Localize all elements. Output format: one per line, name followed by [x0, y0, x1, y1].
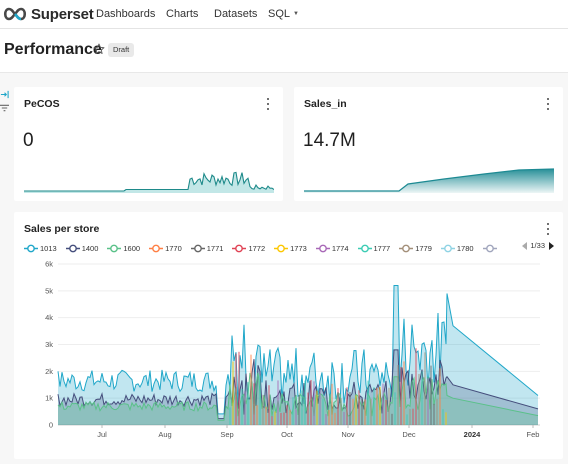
dashboard-title[interactable]: Performance [4, 41, 102, 58]
legend-label: 1780 [456, 243, 474, 253]
legend-marker-icon [440, 244, 455, 252]
x-tick-label: Feb [527, 430, 540, 439]
legend-marker-icon [357, 244, 372, 252]
legend-prev-icon[interactable] [522, 241, 528, 250]
legend-item[interactable]: 1771 [190, 243, 224, 253]
legend-page-label: 1/33 [530, 241, 545, 250]
legend-marker-icon [149, 244, 164, 252]
series-1400-area [58, 349, 538, 425]
card-title: Sales per store [24, 223, 100, 235]
x-tick-label: Nov [341, 430, 355, 439]
more-options-icon[interactable] [545, 223, 551, 235]
filter-icon[interactable] [0, 104, 9, 112]
x-tick-label: Sep [220, 430, 233, 439]
legend-item[interactable]: 1013 [24, 244, 57, 253]
sales-in-card: Sales_in 14.7M [294, 87, 563, 201]
legend-label: 1770 [165, 243, 182, 253]
legend-item[interactable]: 1774 [315, 243, 349, 253]
brand-name: Superset [31, 5, 94, 23]
top-navbar: Superset Dashboards Charts Datasets SQL ▼ [0, 0, 568, 29]
legend-label: 1773 [290, 243, 307, 253]
legend-marker-icon [24, 244, 38, 252]
card-title: Sales_in [304, 98, 347, 110]
dashboard-header: Performance Draft [0, 29, 568, 73]
legend-marker-icon [315, 244, 330, 252]
star-icon[interactable] [93, 43, 105, 55]
y-tick-label: 5k [45, 286, 53, 295]
superset-logo-icon [3, 7, 27, 21]
nav-charts[interactable]: Charts [166, 8, 199, 20]
big-number: 0 [23, 130, 34, 151]
y-tick-label: 0 [49, 421, 53, 430]
nav-sql[interactable]: SQL ▼ [268, 8, 299, 20]
nav-dashboards[interactable]: Dashboards [96, 8, 156, 20]
series-1013-area [58, 285, 538, 425]
status-badge[interactable]: Draft [108, 43, 135, 57]
superset-logo[interactable]: Superset [3, 5, 94, 23]
pecos-card: PeCOS 0 [14, 87, 283, 201]
more-options-icon[interactable] [545, 98, 551, 110]
legend-label: 1013 [40, 243, 57, 253]
y-tick-label: 6k [45, 260, 53, 269]
series-1400-line [57, 349, 539, 420]
sales-per-store-card: Sales per store [14, 212, 563, 459]
legend-item[interactable]: 1779 [399, 244, 432, 253]
legend-marker-icon [65, 244, 80, 252]
legend-marker-icon [190, 244, 205, 252]
legend-label: 1771 [206, 243, 224, 253]
nav-sql-label: SQL [268, 8, 291, 20]
legend-label: 1774 [331, 243, 349, 253]
legend-item[interactable] [482, 244, 499, 253]
chart-legend: 1013 1400 1600 1770 1771 1772 1773 1774 1777 1779… [24, 241, 554, 255]
legend-marker-icon [274, 244, 289, 252]
y-tick-label: 4k [45, 313, 53, 322]
series-1600-area [58, 372, 538, 425]
legend-marker-icon [399, 244, 414, 252]
big-number: 14.7M [303, 130, 356, 151]
legend-item[interactable]: 1600 [107, 244, 140, 253]
x-tick-label: Oct [281, 430, 294, 439]
nav-datasets[interactable]: Datasets [214, 8, 258, 20]
legend-item[interactable]: 1770 [149, 244, 182, 253]
y-tick-label: 2k [45, 367, 53, 376]
sales-in-trendline [304, 168, 554, 193]
legend-label: 1400 [81, 243, 99, 253]
y-tick-label: 3k [45, 340, 53, 349]
x-tick-label: Jul [97, 430, 107, 439]
x-tick-label: 2024 [464, 430, 482, 439]
legend-label: 1779 [415, 243, 432, 253]
expand-filters-icon[interactable] [0, 90, 9, 99]
sales-per-store-chart: 0 1k 2k 3k 4k 5k 6k Jul Aug Sep Oct Nov Dec 2024 Feb [45, 260, 540, 439]
legend-next-icon[interactable] [549, 241, 554, 250]
x-tick-label: Aug [158, 430, 171, 439]
legend-marker-icon [232, 244, 247, 252]
x-tick-label: Dec [402, 430, 416, 439]
legend-marker-icon [482, 244, 497, 252]
legend-marker-icon [107, 244, 122, 252]
legend-label: 1772 [248, 243, 266, 253]
more-options-icon[interactable] [265, 98, 271, 110]
legend-item[interactable]: 1773 [274, 244, 307, 253]
pecos-trendline [24, 171, 274, 193]
legend-pager: 1/33 [522, 241, 554, 250]
card-title: PeCOS [24, 98, 60, 110]
legend-item[interactable]: 1780 [440, 243, 474, 253]
y-tick-label: 1k [45, 394, 53, 403]
legend-label: 1600 [123, 243, 141, 253]
legend-label: 1777 [373, 243, 391, 253]
legend-item[interactable]: 1400 [65, 243, 99, 253]
caret-down-icon: ▼ [293, 11, 299, 18]
filter-sidebar-toggle[interactable] [0, 90, 10, 117]
legend-item[interactable]: 1772 [232, 244, 265, 253]
legend-item[interactable]: 1777 [357, 243, 391, 253]
